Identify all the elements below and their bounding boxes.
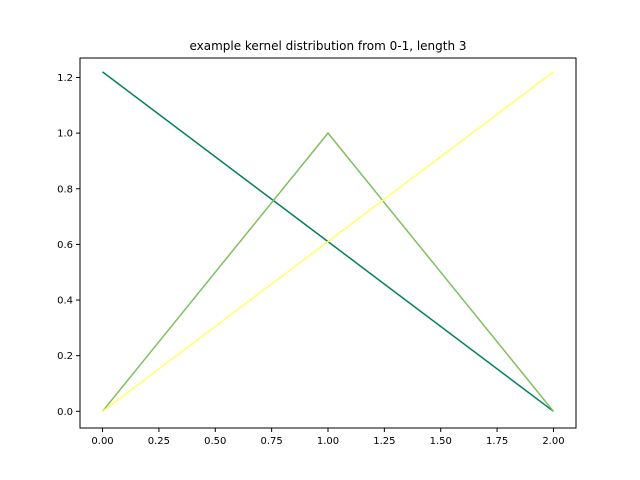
- y-tick-label: 0.0: [57, 407, 73, 418]
- series-line-2: [101, 131, 555, 412]
- series-layer: [101, 71, 555, 412]
- y-axis-ticks: 0.0 0.2 0.4 0.6 0.8 1.0 1.2: [57, 73, 80, 418]
- x-tick-label: 1.75: [486, 436, 508, 447]
- chart-title: example kernel distribution from 0-1, le…: [189, 39, 466, 53]
- y-tick-label: 0.6: [57, 240, 73, 251]
- x-tick-label: 2.00: [542, 436, 564, 447]
- x-tick-label: 0.00: [91, 436, 113, 447]
- y-tick-label: 0.2: [57, 351, 73, 362]
- x-tick-label: 1.25: [373, 436, 395, 447]
- x-tick-label: 1.00: [317, 436, 339, 447]
- y-tick-label: 1.0: [57, 129, 73, 140]
- y-tick-label: 0.4: [57, 296, 73, 307]
- y-tick-label: 1.2: [57, 73, 73, 84]
- x-tick-label: 1.50: [430, 436, 452, 447]
- x-tick-label: 0.75: [261, 436, 283, 447]
- x-tick-label: 0.25: [148, 436, 170, 447]
- x-axis-ticks: 0.00 0.25 0.50 0.75 1.00 1.25 1.50 1.75 2.00: [91, 428, 565, 447]
- plot-frame: [79, 57, 577, 429]
- y-tick-label: 0.8: [57, 184, 73, 195]
- x-tick-label: 0.50: [204, 436, 226, 447]
- series-line-3: [102, 71, 554, 412]
